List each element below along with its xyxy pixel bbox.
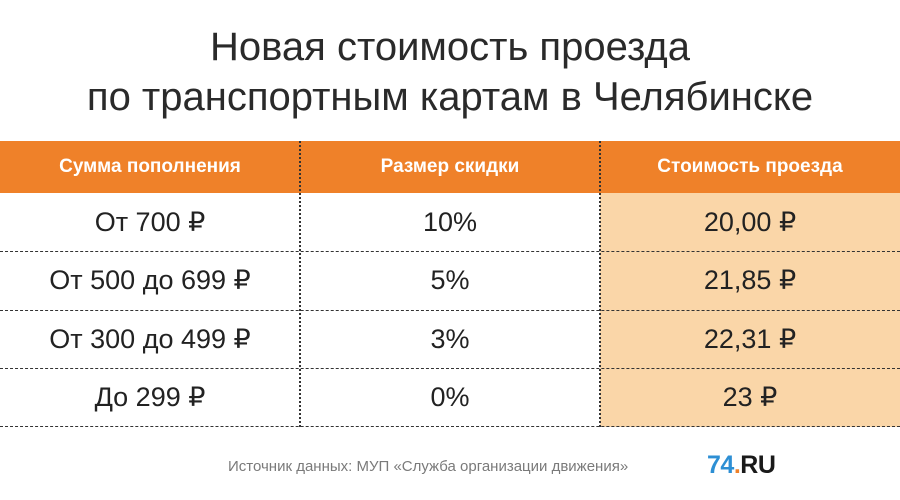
cell-fare: 21,85 ₽ bbox=[703, 265, 797, 295]
cell-fare: 20,00 ₽ bbox=[703, 207, 797, 237]
table-row: От 700 ₽ 10% 20,00 ₽ bbox=[0, 193, 900, 251]
cell-fare: 23 ₽ bbox=[722, 382, 778, 412]
row-divider bbox=[0, 310, 900, 311]
logo-dot: . bbox=[733, 451, 741, 479]
header-discount: Размер скидки bbox=[380, 156, 520, 177]
cell-top-up-amount: От 700 ₽ bbox=[94, 207, 206, 237]
page-title: Новая стоимость проезда по транспортным … bbox=[0, 22, 900, 122]
cell-fare: 22,31 ₽ bbox=[703, 324, 797, 354]
cell-discount: 0% bbox=[430, 382, 470, 412]
cell-discount: 5% bbox=[430, 265, 470, 295]
row-divider bbox=[0, 368, 900, 369]
title-line-1: Новая стоимость проезда bbox=[210, 25, 690, 69]
site-logo: 74.RU bbox=[707, 447, 776, 483]
row-divider bbox=[0, 426, 900, 427]
column-divider bbox=[599, 141, 601, 427]
column-divider bbox=[299, 141, 301, 427]
row-divider bbox=[0, 251, 900, 252]
table-row: От 500 до 699 ₽ 5% 21,85 ₽ bbox=[0, 251, 900, 309]
cell-discount: 3% bbox=[430, 324, 470, 354]
cell-top-up-amount: От 500 до 699 ₽ bbox=[49, 265, 251, 295]
cell-discount: 10% bbox=[422, 207, 478, 237]
source-note: Источник данных: МУП «Служба организации… bbox=[228, 458, 629, 475]
logo-number: 74 bbox=[707, 451, 734, 479]
table-header: Сумма пополнения Размер скидки Стоимость… bbox=[0, 141, 900, 193]
title-line-2: по транспортным картам в Челябинске bbox=[86, 75, 814, 119]
header-top-up-amount: Сумма пополнения bbox=[59, 156, 241, 177]
fare-table: Сумма пополнения Размер скидки Стоимость… bbox=[0, 141, 900, 427]
cell-top-up-amount: От 300 до 499 ₽ bbox=[49, 324, 251, 354]
table-row: От 300 до 499 ₽ 3% 22,31 ₽ bbox=[0, 310, 900, 368]
table-row: До 299 ₽ 0% 23 ₽ bbox=[0, 368, 900, 426]
header-fare: Стоимость проезда bbox=[657, 156, 843, 177]
logo-domain: RU bbox=[740, 451, 776, 479]
cell-top-up-amount: До 299 ₽ bbox=[94, 382, 206, 412]
